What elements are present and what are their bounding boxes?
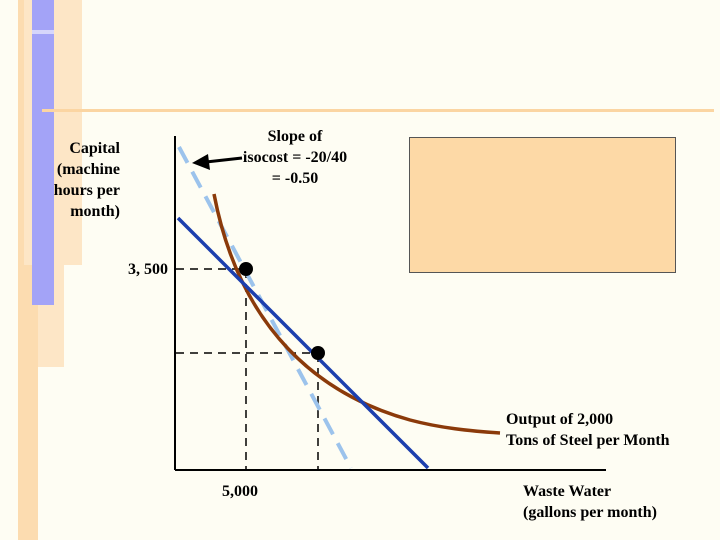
- blue-accent-bar: [32, 0, 54, 305]
- slope-annotation: Slope of isocost = -20/40 = -0.50: [242, 128, 348, 187]
- annotation-arrow-shaft: [205, 156, 243, 164]
- x-tick-label: 5,000: [222, 483, 258, 500]
- original-optimum-point: [239, 262, 253, 276]
- title-rule: [42, 109, 714, 112]
- isocost-line: [176, 216, 430, 470]
- y-tick-label: 3, 500: [128, 261, 168, 278]
- x-axis-label: Waste Water (gallons per month): [523, 483, 657, 521]
- y-axis-label: Capital (machine hours per month): [53, 140, 120, 220]
- blue-accent-highlight: [32, 30, 54, 34]
- old-isocost-line: [177, 146, 353, 469]
- new-optimum-point: [311, 346, 325, 360]
- isoquant-label: Output of 2,000 Tons of Steel per Month: [506, 411, 670, 449]
- annotation-arrowhead: [192, 154, 210, 170]
- callout-box: [409, 137, 676, 273]
